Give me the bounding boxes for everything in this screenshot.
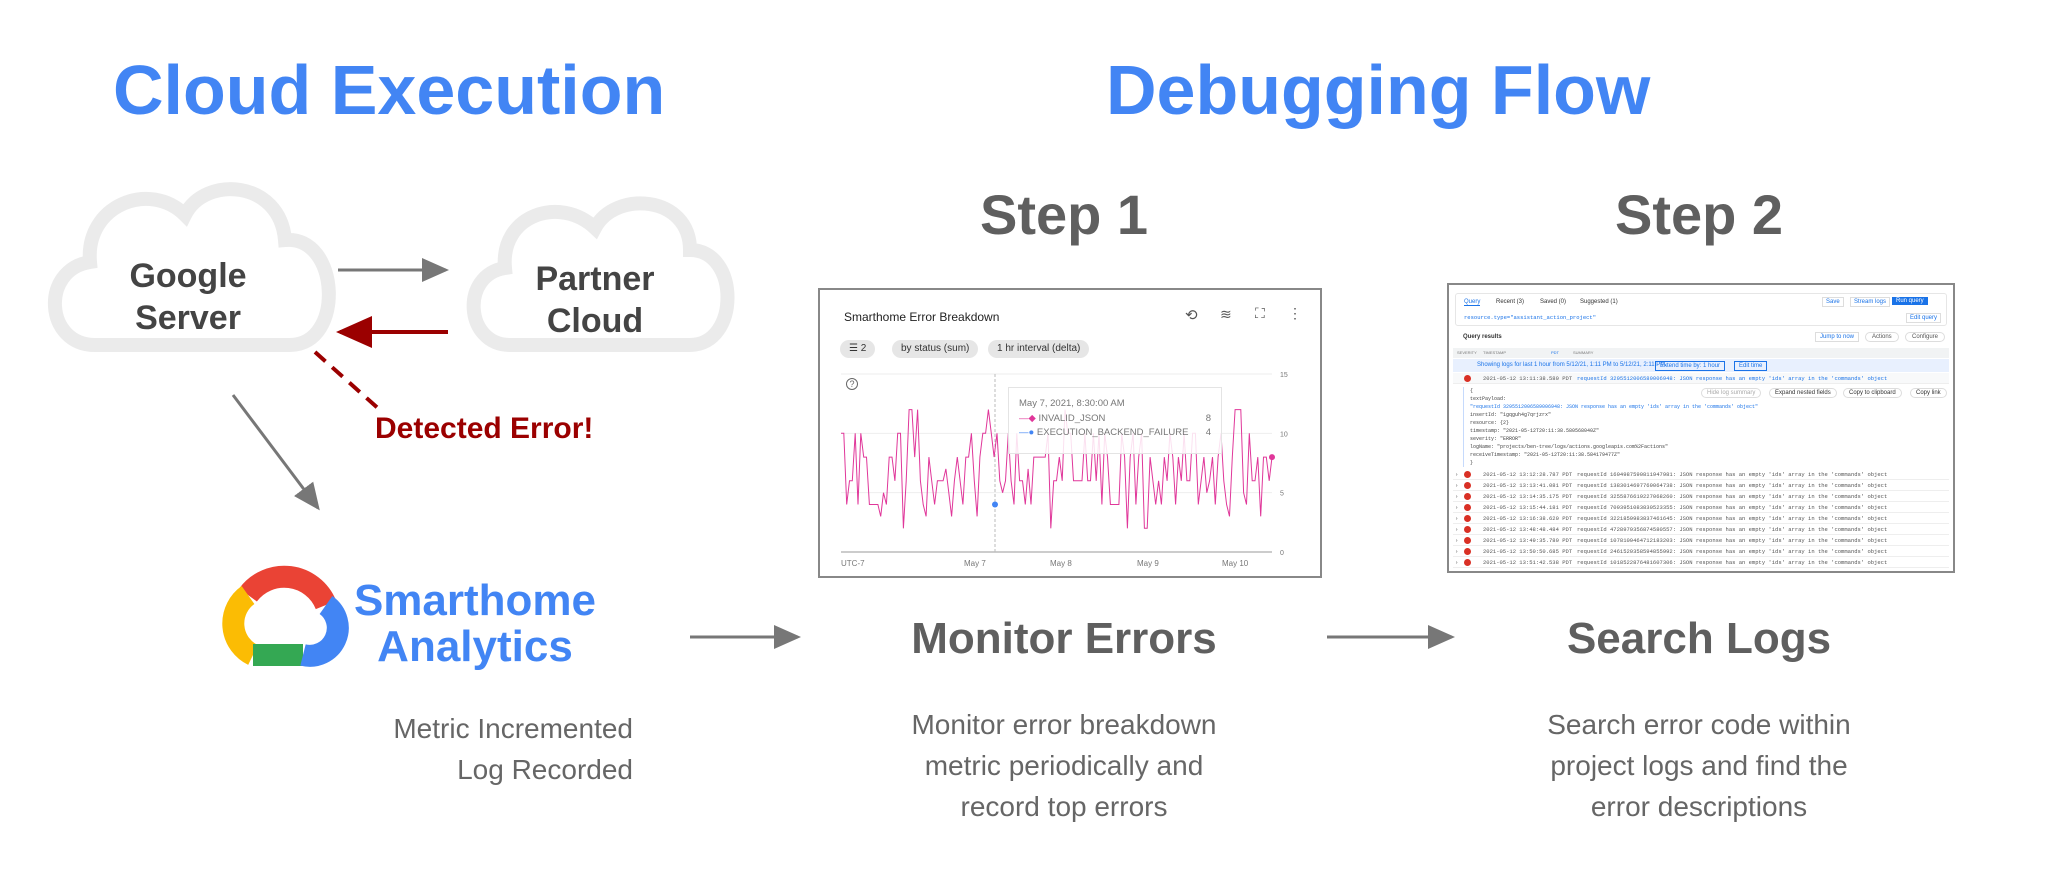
copy-to-clipboard-button[interactable]: Copy to clipboard: [1843, 388, 1902, 398]
series-invalid-json-line: [841, 409, 1273, 529]
save-button[interactable]: Save: [1822, 297, 1844, 307]
error-breakdown-chart-screenshot: Smarthome Error Breakdown ⟲ ≋ ⛶ ⋮ ☰ 2 by…: [818, 288, 1322, 578]
x-tick-label: May 10: [1222, 559, 1249, 568]
expand-chevron-icon[interactable]: ›: [1455, 559, 1459, 566]
log-entry[interactable]: › 2021-05-12 13:51:42.538 PDT requestId 10…: [1453, 557, 1949, 568]
tab-query[interactable]: Query: [1464, 299, 1481, 306]
query-panel: Query Recent (3) Saved (0) Suggested (1)…: [1455, 293, 1947, 326]
configure-button[interactable]: Configure: [1905, 332, 1946, 342]
step2-title: Step 2: [1614, 183, 1784, 246]
zoom-reset-icon[interactable]: ⟲: [1185, 307, 1198, 324]
hide-log-summary-button[interactable]: Hide log summary: [1701, 388, 1762, 398]
expand-chevron-icon[interactable]: ›: [1455, 548, 1459, 555]
x-tick-label: May 7: [964, 559, 986, 568]
tab-recent[interactable]: Recent (3): [1496, 299, 1525, 305]
error-severity-icon: [1464, 537, 1471, 544]
tab-suggested[interactable]: Suggested (1): [1580, 299, 1618, 305]
chart-tooltip: May 7, 2021, 8:30:00 AM —◆ INVALID_JSON 8…: [1008, 387, 1222, 454]
cloud-execution-title: Cloud Execution: [113, 51, 666, 129]
extend-time-button[interactable]: Extend time by: 1 hour: [1655, 361, 1726, 371]
error-dashed-line: [313, 350, 382, 412]
error-severity-icon: [1464, 482, 1471, 489]
log-entry[interactable]: › 2021-05-12 13:50:50.685 PDT requestId 24…: [1453, 546, 1949, 557]
group-by-chip[interactable]: by status (sum): [892, 340, 979, 358]
log-entry[interactable]: › 2021-05-12 13:14:35.175 PDT requestId 32…: [1453, 491, 1949, 502]
log-payload: {textPayload: "requestId 3295512006589006…: [1463, 387, 1758, 467]
expand-chevron-icon[interactable]: ›: [1455, 526, 1459, 533]
analytics-arrow: [231, 394, 320, 511]
tooltip-row-invalid-json: —◆ INVALID_JSON 8: [1019, 413, 1211, 424]
interval-chip[interactable]: 1 hr interval (delta): [988, 340, 1090, 358]
copy-link-button[interactable]: Copy link: [1910, 388, 1947, 398]
jump-to-now-button[interactable]: Jump to now: [1815, 332, 1860, 342]
query-results-label: Query results: [1463, 334, 1502, 340]
logs-explorer-screenshot: Query Recent (3) Saved (0) Suggested (1)…: [1447, 283, 1955, 573]
tab-saved[interactable]: Saved (0): [1540, 299, 1567, 305]
step1-title: Step 1: [979, 183, 1149, 246]
legend-icon[interactable]: ≋: [1220, 306, 1232, 322]
step1-description: Monitor error breakdown metric periodical…: [911, 709, 1217, 822]
expand-chevron-icon[interactable]: ›: [1455, 537, 1459, 544]
actions-button[interactable]: Actions: [1865, 332, 1899, 342]
column-headers: SEVERITY TIMESTAMP PDT SUMMARY: [1453, 348, 1949, 358]
fullscreen-icon[interactable]: ⛶: [1255, 305, 1265, 321]
x-tick-label: May 8: [1050, 559, 1072, 568]
help-icon[interactable]: ?: [846, 378, 858, 390]
y-tick-label: 15: [1280, 372, 1288, 379]
tooltip-row-backend-failure: —● EXECUTION_BACKEND_FAILURE 4: [1019, 427, 1211, 438]
log-entry[interactable]: › 2021-05-12 13:16:38.620 PDT requestId 32…: [1453, 513, 1949, 524]
google-server-label: Google Server: [129, 257, 247, 337]
error-severity-icon: [1464, 548, 1471, 555]
more-vert-icon[interactable]: ⋮: [1288, 305, 1302, 321]
partner-cloud-icon: [466, 196, 735, 352]
debugging-flow-title: Debugging Flow: [1106, 51, 1651, 129]
error-severity-icon: [1464, 471, 1471, 478]
google-server-cloud-icon: [48, 182, 336, 352]
filter-chip[interactable]: ☰ 2: [840, 340, 876, 358]
log-entry[interactable]: › 2021-05-12 13:49:35.780 PDT requestId 10…: [1453, 535, 1949, 546]
step2-description: Search error code within project logs and…: [1547, 709, 1851, 822]
smarthome-analytics-label: Smarthome Analytics: [353, 576, 597, 671]
expand-chevron-icon[interactable]: ›: [1455, 515, 1459, 522]
log-entry[interactable]: › 2021-05-12 13:15:44.181 PDT requestId 70…: [1453, 502, 1949, 513]
monitor-errors-label: Monitor Errors: [911, 614, 1217, 663]
error-severity-icon: [1464, 493, 1471, 500]
search-logs-label: Search Logs: [1566, 614, 1832, 663]
detected-error-label: Detected Error!: [375, 412, 594, 445]
x-tick-label: May 9: [1137, 559, 1159, 568]
error-severity-icon: [1464, 559, 1471, 566]
error-severity-icon: [1464, 504, 1471, 511]
y-tick-label: 10: [1280, 431, 1288, 438]
time-range-notice: Showing logs for last 1 hour from 5/12/2…: [1453, 359, 1949, 372]
chart-title: Smarthome Error Breakdown: [844, 310, 1000, 324]
edit-time-button[interactable]: Edit time: [1734, 361, 1768, 371]
error-severity-icon: [1464, 515, 1471, 522]
edit-query-button[interactable]: Edit query: [1906, 313, 1942, 323]
x-tick-label: UTC-7: [841, 559, 865, 568]
expand-chevron-icon[interactable]: ›: [1455, 471, 1459, 478]
tooltip-time: May 7, 2021, 8:30:00 AM: [1019, 398, 1125, 409]
expand-nested-fields-button[interactable]: Expand nested fields: [1769, 388, 1837, 398]
stream-logs-button[interactable]: Stream logs: [1850, 297, 1891, 307]
y-tick-label: 0: [1280, 550, 1284, 557]
log-entry[interactable]: › 2021-05-12 13:12:28.787 PDT requestId 16…: [1453, 469, 1949, 480]
google-cloud-logo: [222, 565, 349, 667]
log-entry-expanded[interactable]: 2021-05-12 13:11:38.580 PDT requestId 329…: [1453, 373, 1949, 384]
query-text[interactable]: resource.type="assistant_action_project": [1464, 314, 1597, 321]
partner-cloud-label: Partner Cloud: [535, 260, 655, 340]
expand-chevron-icon[interactable]: ›: [1455, 493, 1459, 500]
run-query-button[interactable]: Run query: [1892, 297, 1928, 305]
error-severity-icon: [1464, 526, 1471, 533]
expand-chevron-icon[interactable]: ›: [1455, 504, 1459, 511]
series-backend-failure-point: [992, 501, 998, 508]
log-entry[interactable]: › 2021-05-12 13:48:48.484 PDT requestId 47…: [1453, 524, 1949, 535]
y-tick-label: 5: [1280, 491, 1284, 498]
analytics-description: Metric Incremented Log Recorded: [393, 713, 633, 785]
expand-chevron-icon[interactable]: ›: [1455, 482, 1459, 489]
series-invalid-json-marker: [1269, 454, 1275, 461]
log-entry[interactable]: › 2021-05-12 13:13:41.081 PDT requestId 13…: [1453, 480, 1949, 491]
